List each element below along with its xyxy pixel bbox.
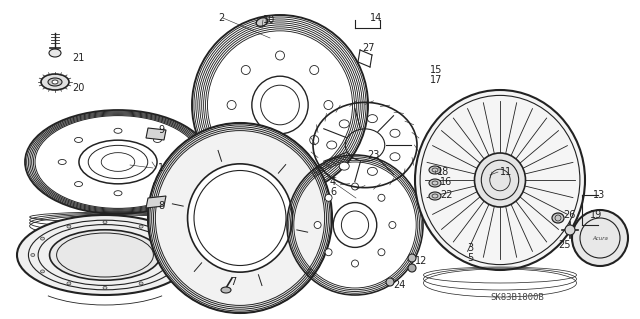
Ellipse shape xyxy=(103,221,107,224)
Text: 10: 10 xyxy=(263,15,275,25)
Ellipse shape xyxy=(485,171,495,179)
Text: 27: 27 xyxy=(362,43,374,53)
Text: 12: 12 xyxy=(415,256,428,266)
Ellipse shape xyxy=(324,100,333,109)
Ellipse shape xyxy=(552,213,564,223)
Ellipse shape xyxy=(325,249,332,256)
Text: 1: 1 xyxy=(158,163,164,173)
Ellipse shape xyxy=(351,260,358,267)
Text: 11: 11 xyxy=(500,167,512,177)
Text: 4: 4 xyxy=(330,177,336,187)
Text: 17: 17 xyxy=(430,75,442,85)
Text: 16: 16 xyxy=(440,177,452,187)
Ellipse shape xyxy=(386,278,394,286)
Ellipse shape xyxy=(325,194,332,201)
Ellipse shape xyxy=(175,254,179,256)
Ellipse shape xyxy=(314,221,321,228)
Ellipse shape xyxy=(256,18,268,26)
Text: SK83B1800B: SK83B1800B xyxy=(490,293,544,302)
Text: 15: 15 xyxy=(430,65,442,75)
Ellipse shape xyxy=(148,123,332,313)
Text: 2: 2 xyxy=(218,13,224,23)
Ellipse shape xyxy=(41,74,69,90)
Ellipse shape xyxy=(40,237,45,240)
Text: 24: 24 xyxy=(393,280,405,290)
Ellipse shape xyxy=(275,51,285,60)
Ellipse shape xyxy=(429,166,441,174)
Ellipse shape xyxy=(17,215,193,295)
Ellipse shape xyxy=(74,137,83,143)
Text: 20: 20 xyxy=(72,83,84,93)
Text: 8: 8 xyxy=(158,201,164,211)
Text: 18: 18 xyxy=(437,167,449,177)
Ellipse shape xyxy=(67,282,71,285)
Ellipse shape xyxy=(389,221,396,228)
Ellipse shape xyxy=(170,160,178,165)
Ellipse shape xyxy=(572,210,628,266)
Ellipse shape xyxy=(114,191,122,196)
Text: 23: 23 xyxy=(367,150,380,160)
Ellipse shape xyxy=(40,270,45,273)
Ellipse shape xyxy=(429,192,441,200)
Ellipse shape xyxy=(114,128,122,133)
Ellipse shape xyxy=(565,225,575,235)
Ellipse shape xyxy=(367,115,378,122)
Text: 13: 13 xyxy=(593,190,605,200)
Ellipse shape xyxy=(275,150,285,159)
Ellipse shape xyxy=(408,264,416,272)
Ellipse shape xyxy=(390,153,400,161)
Ellipse shape xyxy=(339,162,349,170)
Ellipse shape xyxy=(154,137,161,143)
Text: 3: 3 xyxy=(467,243,473,253)
Ellipse shape xyxy=(67,225,71,228)
Ellipse shape xyxy=(408,254,416,262)
Ellipse shape xyxy=(188,164,292,272)
Ellipse shape xyxy=(166,270,170,273)
Ellipse shape xyxy=(103,286,107,289)
Ellipse shape xyxy=(58,160,66,165)
Ellipse shape xyxy=(49,49,61,57)
Ellipse shape xyxy=(139,225,143,228)
Text: 9: 9 xyxy=(158,125,164,135)
Text: 22: 22 xyxy=(440,190,452,200)
Ellipse shape xyxy=(474,153,525,207)
Text: 26: 26 xyxy=(563,210,575,220)
Ellipse shape xyxy=(378,249,385,256)
Text: 7: 7 xyxy=(230,277,236,287)
Ellipse shape xyxy=(227,100,236,109)
Ellipse shape xyxy=(415,90,585,270)
Text: 6: 6 xyxy=(330,187,336,197)
Text: Acura: Acura xyxy=(592,235,608,241)
Ellipse shape xyxy=(351,183,358,190)
Ellipse shape xyxy=(49,230,161,280)
Text: 14: 14 xyxy=(370,13,382,23)
Polygon shape xyxy=(146,196,166,208)
Ellipse shape xyxy=(367,167,378,175)
Text: 19: 19 xyxy=(590,210,602,220)
Ellipse shape xyxy=(378,194,385,201)
Ellipse shape xyxy=(429,179,441,187)
Text: 25: 25 xyxy=(558,240,570,250)
Ellipse shape xyxy=(241,136,250,145)
Text: 21: 21 xyxy=(72,53,84,63)
Ellipse shape xyxy=(241,65,250,75)
Ellipse shape xyxy=(74,182,83,187)
Ellipse shape xyxy=(154,182,161,187)
Ellipse shape xyxy=(166,237,170,240)
Ellipse shape xyxy=(390,129,400,137)
Ellipse shape xyxy=(310,136,319,145)
Ellipse shape xyxy=(48,78,62,86)
Ellipse shape xyxy=(52,80,58,84)
Ellipse shape xyxy=(139,282,143,285)
Ellipse shape xyxy=(310,65,319,75)
Polygon shape xyxy=(146,128,166,140)
Text: 5: 5 xyxy=(467,253,473,263)
Ellipse shape xyxy=(327,141,337,149)
Ellipse shape xyxy=(221,287,231,293)
Ellipse shape xyxy=(31,254,35,256)
Ellipse shape xyxy=(339,120,349,128)
